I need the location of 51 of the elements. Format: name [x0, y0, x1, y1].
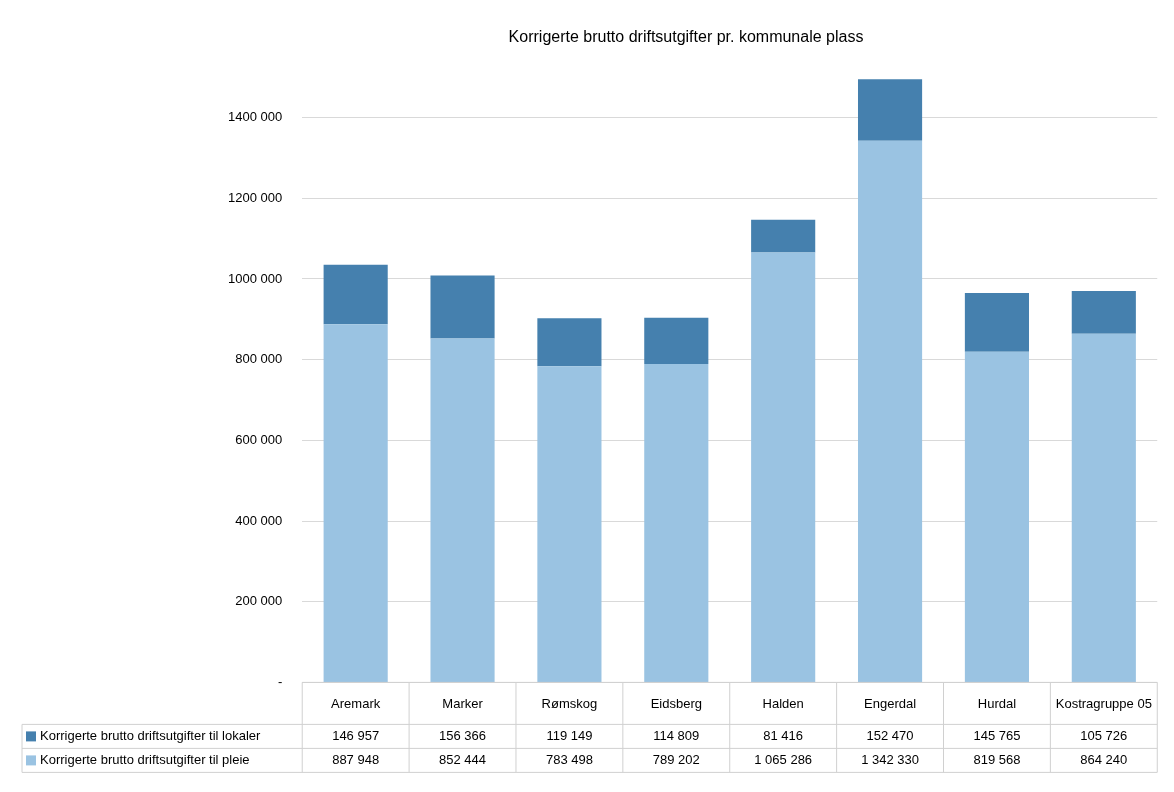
data-label: 119 149: [546, 727, 593, 743]
y-tick-label: 1400 000: [227, 109, 283, 125]
data-label: 887 948: [332, 751, 380, 767]
x-tick-label: Engerdal: [864, 695, 917, 711]
data-label: 819 568: [973, 751, 1021, 767]
data-label: 789 202: [652, 751, 700, 767]
x-tick-label: Rømskog: [541, 695, 598, 711]
x-tick-label: Halden: [762, 695, 804, 711]
x-tick-label: Marker: [442, 695, 484, 711]
data-label: 783 498: [545, 751, 593, 767]
data-label: 105 726: [1080, 727, 1128, 743]
bar: [430, 275, 495, 339]
y-tick-label: 200 000: [235, 593, 283, 609]
data-label: 145 765: [973, 727, 1021, 743]
y-tick-label: 1200 000: [227, 189, 283, 205]
bar: [644, 317, 709, 364]
bar: [1071, 333, 1136, 682]
bar: [857, 140, 923, 682]
data-label: 114 809: [653, 727, 700, 743]
data-label: 152 470: [866, 727, 914, 743]
bar: [857, 79, 923, 141]
data-label: 1 065 286: [754, 751, 813, 767]
bar: [751, 219, 816, 253]
bar: [644, 363, 709, 682]
bar: [1071, 291, 1136, 334]
y-tick-label: -: [277, 673, 283, 689]
data-label: 146 957: [332, 727, 380, 743]
data-label: 864 240: [1080, 751, 1128, 767]
y-tick-label: 600 000: [235, 431, 283, 447]
bar: [964, 351, 1029, 682]
bar: [537, 318, 602, 367]
data-label: 156 366: [439, 727, 487, 743]
x-tick-label: Eidsberg: [650, 695, 702, 711]
bar: [323, 324, 388, 682]
bar: [430, 338, 495, 682]
x-tick-label: Hurdal: [977, 695, 1017, 711]
x-tick-label: Kostragruppe 05: [1055, 695, 1152, 711]
legend-label: Korrigerte brutto driftsutgifter til pleie: [40, 751, 250, 767]
chart-title: Korrigerte brutto driftsutgifter pr. kommunale plass: [508, 28, 864, 46]
legend-label: Korrigerte brutto driftsutgifter til lokaler: [40, 727, 262, 743]
bar: [537, 366, 602, 682]
y-tick-label: 400 000: [235, 512, 283, 528]
x-tick-label: Aremark: [331, 695, 381, 711]
data-label: 81 416: [763, 727, 804, 743]
y-tick-label: 800 000: [235, 351, 283, 367]
bar: [323, 264, 388, 325]
data-label: 852 444: [439, 751, 487, 767]
y-tick-label: 1000 000: [227, 270, 283, 286]
bar: [964, 292, 1029, 352]
bar: [751, 252, 816, 682]
data-label: 1 342 330: [861, 751, 919, 767]
